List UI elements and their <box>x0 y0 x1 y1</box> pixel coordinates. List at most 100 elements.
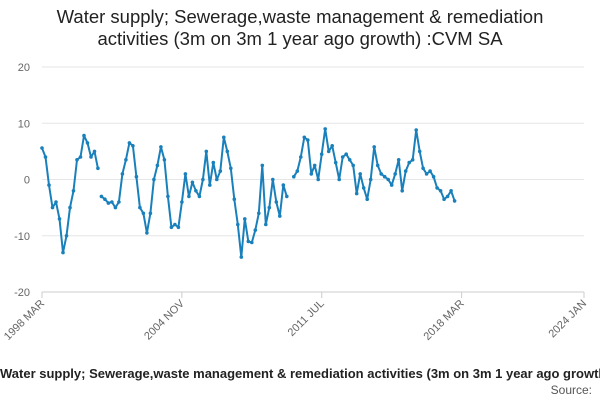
data-point <box>57 217 62 221</box>
data-point <box>229 166 233 171</box>
data-point <box>285 194 289 199</box>
x-tick-label: 1998 MAR <box>2 298 47 343</box>
data-point <box>351 163 356 168</box>
data-point <box>148 211 153 216</box>
data-point <box>414 128 419 132</box>
chart-title: Water supply; Sewerage,waste management … <box>0 6 600 50</box>
data-point <box>323 127 328 131</box>
series-line <box>41 127 456 259</box>
data-point <box>78 155 83 159</box>
gridlines <box>42 66 584 293</box>
data-point <box>197 194 202 199</box>
x-tick-label: 2004 NOV <box>142 297 187 342</box>
data-point <box>326 149 331 154</box>
data-point <box>354 191 359 196</box>
data-point <box>274 200 279 204</box>
data-point <box>400 189 405 193</box>
data-point <box>407 160 412 165</box>
data-point <box>442 197 446 201</box>
data-point <box>386 177 391 182</box>
data-point <box>50 205 55 210</box>
data-point <box>306 138 310 142</box>
data-point <box>424 172 429 176</box>
data-point <box>278 214 282 218</box>
x-axis: 1998 MAR 2004 NOV 2011 JUL 2018 MAR 2024 JAN <box>2 292 589 343</box>
data-point <box>246 239 251 244</box>
data-point <box>358 172 363 176</box>
data-point <box>421 166 425 171</box>
data-point <box>215 177 219 182</box>
x-tick-label: 2018 MAR <box>421 298 466 343</box>
data-point <box>271 177 275 182</box>
data-point <box>218 169 223 173</box>
y-tick-label: -20 <box>14 287 30 299</box>
x-tick-label: 2011 JUL <box>286 298 327 339</box>
y-tick-label: -10 <box>14 231 30 243</box>
data-point <box>40 146 44 150</box>
data-point <box>232 197 237 201</box>
data-point <box>292 174 296 179</box>
data-point <box>166 194 170 199</box>
data-point <box>103 197 107 201</box>
data-point <box>82 133 86 138</box>
data-point <box>361 186 366 190</box>
data-point <box>201 177 205 182</box>
data-point <box>64 234 69 238</box>
data-point <box>173 222 177 227</box>
chart-title-line-2: activities (3m on 3m 1 year ago growth) … <box>97 28 503 49</box>
data-point <box>260 163 265 168</box>
data-point <box>403 169 408 173</box>
data-point <box>319 152 324 156</box>
y-tick-label: 20 <box>18 62 30 74</box>
data-point <box>120 172 125 176</box>
data-point <box>236 222 240 227</box>
data-point <box>250 240 254 245</box>
series-segment <box>100 136 288 259</box>
data-point <box>452 199 457 203</box>
data-point <box>431 174 436 179</box>
data-point <box>379 172 384 176</box>
data-point <box>239 255 244 259</box>
source-label: Source: <box>550 383 592 397</box>
series-segment <box>41 134 99 254</box>
data-point <box>92 149 97 154</box>
data-point <box>159 145 163 149</box>
series-points <box>40 127 457 259</box>
data-point <box>222 135 226 140</box>
data-point <box>257 211 261 216</box>
data-point <box>344 152 349 156</box>
data-point <box>365 197 370 201</box>
data-point <box>99 194 104 199</box>
data-point <box>372 145 377 149</box>
data-point <box>68 205 72 210</box>
data-point <box>110 200 114 204</box>
data-point <box>47 183 51 187</box>
data-point <box>368 177 373 182</box>
series-caption-text: Water supply; Sewerage,waste management … <box>0 366 600 381</box>
data-point <box>264 222 268 227</box>
data-point <box>347 158 352 162</box>
data-point <box>43 155 48 159</box>
data-point <box>194 189 198 193</box>
data-point <box>330 144 335 148</box>
data-point <box>435 186 439 190</box>
data-point <box>396 158 401 162</box>
data-point <box>267 205 272 210</box>
data-point <box>187 194 191 199</box>
data-point <box>302 135 307 140</box>
data-point <box>389 183 394 187</box>
data-point <box>131 144 135 148</box>
data-point <box>96 166 100 171</box>
y-tick-label: 10 <box>18 118 30 130</box>
series-caption: Water supply; Sewerage,waste management … <box>0 366 600 381</box>
data-point <box>190 180 195 185</box>
data-point <box>204 149 209 154</box>
data-point <box>438 189 443 193</box>
y-axis: 20 10 0 -10 -20 <box>14 62 30 299</box>
data-point <box>333 160 338 165</box>
data-point <box>89 155 93 159</box>
data-point <box>176 225 181 230</box>
data-point <box>117 200 121 204</box>
data-point <box>417 149 422 154</box>
